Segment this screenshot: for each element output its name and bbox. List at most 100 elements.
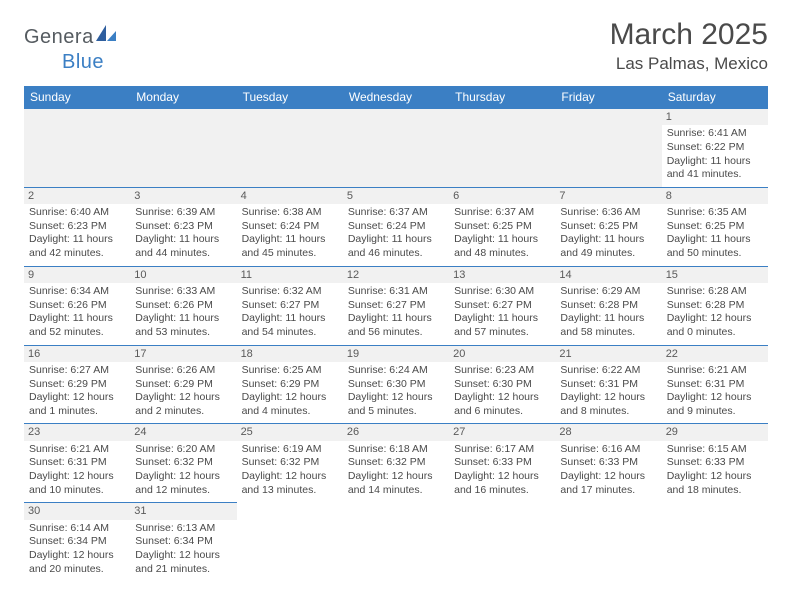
day-number: 11 — [237, 267, 343, 283]
daylight-text: Daylight: 12 hours — [560, 391, 656, 405]
daylight-text: Daylight: 11 hours — [242, 312, 338, 326]
sunrise-text: Sunrise: 6:15 AM — [667, 443, 763, 457]
daylight-text: and 48 minutes. — [454, 247, 550, 261]
calendar-day-cell: 29Sunrise: 6:15 AMSunset: 6:33 PMDayligh… — [662, 424, 768, 503]
daylight-text: and 50 minutes. — [667, 247, 763, 261]
daylight-text: Daylight: 11 hours — [667, 155, 763, 169]
sunset-text: Sunset: 6:25 PM — [454, 220, 550, 234]
sunrise-text: Sunrise: 6:17 AM — [454, 443, 550, 457]
daylight-text: and 16 minutes. — [454, 484, 550, 498]
daylight-text: and 44 minutes. — [135, 247, 231, 261]
daylight-text: Daylight: 12 hours — [667, 312, 763, 326]
daylight-text: and 56 minutes. — [348, 326, 444, 340]
day-number: 13 — [449, 267, 555, 283]
sunrise-text: Sunrise: 6:26 AM — [135, 364, 231, 378]
sunrise-text: Sunrise: 6:29 AM — [560, 285, 656, 299]
sunset-text: Sunset: 6:26 PM — [135, 299, 231, 313]
calendar-week-row: 16Sunrise: 6:27 AMSunset: 6:29 PMDayligh… — [24, 345, 768, 424]
sunset-text: Sunset: 6:32 PM — [348, 456, 444, 470]
weekday-header: Monday — [130, 86, 236, 109]
sunrise-text: Sunrise: 6:18 AM — [348, 443, 444, 457]
calendar-day-cell: 27Sunrise: 6:17 AMSunset: 6:33 PMDayligh… — [449, 424, 555, 503]
sunrise-text: Sunrise: 6:35 AM — [667, 206, 763, 220]
weekday-header: Thursday — [449, 86, 555, 109]
sunrise-text: Sunrise: 6:27 AM — [29, 364, 125, 378]
weekday-header: Tuesday — [237, 86, 343, 109]
sunrise-text: Sunrise: 6:28 AM — [667, 285, 763, 299]
day-number: 30 — [24, 503, 130, 519]
day-number: 29 — [662, 424, 768, 440]
sunrise-text: Sunrise: 6:25 AM — [242, 364, 338, 378]
sunset-text: Sunset: 6:31 PM — [29, 456, 125, 470]
sunrise-text: Sunrise: 6:31 AM — [348, 285, 444, 299]
daylight-text: and 20 minutes. — [29, 563, 125, 577]
daylight-text: Daylight: 12 hours — [667, 470, 763, 484]
calendar-blank-cell — [343, 109, 449, 188]
daylight-text: Daylight: 11 hours — [29, 233, 125, 247]
calendar-day-cell: 19Sunrise: 6:24 AMSunset: 6:30 PMDayligh… — [343, 345, 449, 424]
sunrise-text: Sunrise: 6:24 AM — [348, 364, 444, 378]
calendar-day-cell: 21Sunrise: 6:22 AMSunset: 6:31 PMDayligh… — [555, 345, 661, 424]
sunrise-text: Sunrise: 6:16 AM — [560, 443, 656, 457]
weekday-header-row: SundayMondayTuesdayWednesdayThursdayFrid… — [24, 86, 768, 109]
daylight-text: Daylight: 11 hours — [560, 312, 656, 326]
calendar-day-cell: 30Sunrise: 6:14 AMSunset: 6:34 PMDayligh… — [24, 503, 130, 581]
sunrise-text: Sunrise: 6:40 AM — [29, 206, 125, 220]
logo-sail-icon — [96, 24, 116, 47]
daylight-text: and 58 minutes. — [560, 326, 656, 340]
sunrise-text: Sunrise: 6:38 AM — [242, 206, 338, 220]
daylight-text: Daylight: 11 hours — [454, 233, 550, 247]
day-number: 24 — [130, 424, 236, 440]
daylight-text: Daylight: 11 hours — [348, 233, 444, 247]
day-number: 9 — [24, 267, 130, 283]
sunset-text: Sunset: 6:33 PM — [560, 456, 656, 470]
day-number: 25 — [237, 424, 343, 440]
sunrise-text: Sunrise: 6:21 AM — [29, 443, 125, 457]
daylight-text: and 9 minutes. — [667, 405, 763, 419]
calendar-table: SundayMondayTuesdayWednesdayThursdayFrid… — [24, 86, 768, 581]
day-number: 6 — [449, 188, 555, 204]
calendar-day-cell: 1Sunrise: 6:41 AMSunset: 6:22 PMDaylight… — [662, 109, 768, 188]
calendar-day-cell: 31Sunrise: 6:13 AMSunset: 6:34 PMDayligh… — [130, 503, 236, 581]
daylight-text: and 14 minutes. — [348, 484, 444, 498]
daylight-text: Daylight: 11 hours — [135, 312, 231, 326]
sunset-text: Sunset: 6:28 PM — [667, 299, 763, 313]
sunrise-text: Sunrise: 6:37 AM — [454, 206, 550, 220]
calendar-day-cell: 7Sunrise: 6:36 AMSunset: 6:25 PMDaylight… — [555, 187, 661, 266]
day-number: 23 — [24, 424, 130, 440]
daylight-text: and 13 minutes. — [242, 484, 338, 498]
daylight-text: Daylight: 12 hours — [242, 391, 338, 405]
sunset-text: Sunset: 6:24 PM — [348, 220, 444, 234]
daylight-text: Daylight: 12 hours — [135, 391, 231, 405]
sunrise-text: Sunrise: 6:20 AM — [135, 443, 231, 457]
weekday-header: Sunday — [24, 86, 130, 109]
calendar-day-cell: 26Sunrise: 6:18 AMSunset: 6:32 PMDayligh… — [343, 424, 449, 503]
calendar-blank-cell — [130, 109, 236, 188]
day-number: 1 — [662, 109, 768, 125]
daylight-text: Daylight: 11 hours — [135, 233, 231, 247]
day-number: 5 — [343, 188, 449, 204]
daylight-text: Daylight: 12 hours — [29, 391, 125, 405]
calendar-day-cell: 24Sunrise: 6:20 AMSunset: 6:32 PMDayligh… — [130, 424, 236, 503]
day-number: 8 — [662, 188, 768, 204]
calendar-week-row: 9Sunrise: 6:34 AMSunset: 6:26 PMDaylight… — [24, 266, 768, 345]
daylight-text: and 0 minutes. — [667, 326, 763, 340]
daylight-text: Daylight: 12 hours — [135, 549, 231, 563]
daylight-text: and 52 minutes. — [29, 326, 125, 340]
header: GeneraBlue March 2025 Las Palmas, Mexico — [24, 18, 768, 74]
daylight-text: and 10 minutes. — [29, 484, 125, 498]
day-number: 4 — [237, 188, 343, 204]
calendar-day-cell: 8Sunrise: 6:35 AMSunset: 6:25 PMDaylight… — [662, 187, 768, 266]
sunrise-text: Sunrise: 6:34 AM — [29, 285, 125, 299]
calendar-day-cell: 15Sunrise: 6:28 AMSunset: 6:28 PMDayligh… — [662, 266, 768, 345]
calendar-day-cell: 5Sunrise: 6:37 AMSunset: 6:24 PMDaylight… — [343, 187, 449, 266]
day-number: 17 — [130, 346, 236, 362]
daylight-text: Daylight: 11 hours — [454, 312, 550, 326]
calendar-blank-cell — [449, 109, 555, 188]
calendar-day-cell: 23Sunrise: 6:21 AMSunset: 6:31 PMDayligh… — [24, 424, 130, 503]
calendar-day-cell: 28Sunrise: 6:16 AMSunset: 6:33 PMDayligh… — [555, 424, 661, 503]
day-number: 2 — [24, 188, 130, 204]
daylight-text: and 45 minutes. — [242, 247, 338, 261]
day-number: 18 — [237, 346, 343, 362]
sunset-text: Sunset: 6:30 PM — [454, 378, 550, 392]
